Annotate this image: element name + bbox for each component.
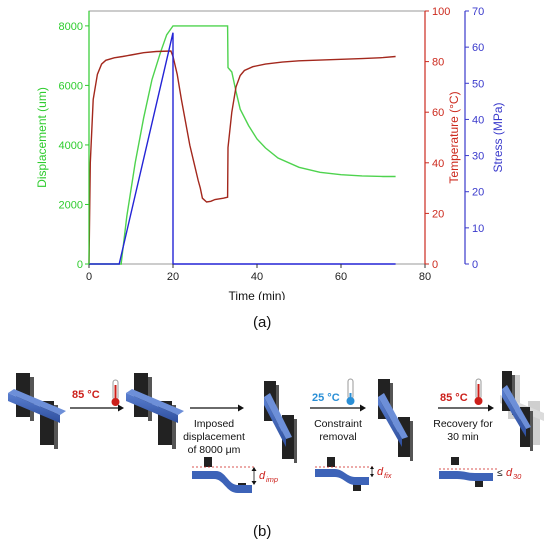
y-tick-label-temp: 40 (432, 158, 444, 170)
y-tick-label-stress: 70 (472, 6, 484, 18)
y-tick-label-stress: 20 (472, 187, 484, 199)
temp-label-3: 85 °C (440, 392, 468, 404)
y-tick-label-temp: 0 (432, 259, 438, 271)
constraint-caption-line-2: removal (319, 431, 356, 443)
dim-fix-base: d (377, 466, 384, 478)
x-tick-label: 80 (419, 271, 431, 283)
series-layer (88, 25, 396, 265)
thermometer-cold-icon (346, 378, 355, 405)
series-line-temp (88, 50, 396, 265)
y-tick-label-stress: 30 (472, 151, 484, 163)
process-diagram: 85 °C Imposed displacement of 8000 μm (8, 371, 544, 493)
specimen-recovered (500, 371, 544, 451)
dim-30-base: d (506, 467, 513, 479)
dim-imp-sub: imp (266, 475, 278, 484)
panel-label-a: (a) (253, 314, 272, 331)
y-tick-label-disp: 6000 (59, 80, 83, 92)
panel-label-b: (b) (253, 523, 272, 540)
side-view-fixed: d fix (315, 457, 392, 491)
y-axis-label-disp: Displacement (um) (35, 87, 49, 188)
displacement-caption-line-1: Imposed (194, 418, 234, 430)
y-tick-label-disp: 0 (77, 259, 83, 271)
y-tick-label-disp: 2000 (59, 199, 83, 211)
displacement-caption-line-2: displacement (183, 431, 245, 443)
thermometer-hot-icon-2 (474, 378, 483, 405)
specimen-heated (126, 373, 184, 449)
cooling-step: 25 °C Constraint removal (310, 378, 366, 443)
thermometer-hot-icon-1 (111, 379, 120, 406)
y-tick-label-stress: 0 (472, 259, 478, 271)
heating-step-1: 85 °C (70, 379, 124, 412)
series-line-disp (89, 25, 396, 265)
temp-label-2: 25 °C (312, 392, 340, 404)
y-tick-label-stress: 50 (472, 78, 484, 90)
recovery-caption-line-2: 30 min (447, 431, 479, 443)
y-tick-label-disp: 4000 (59, 140, 83, 152)
displacement-caption-line-3: of 8000 μm (188, 444, 241, 456)
x-tick-label: 0 (86, 271, 92, 283)
y-axis-label-stress: Stress (MPa) (491, 102, 505, 172)
y-tick-label-disp: 8000 (59, 21, 83, 33)
side-view-recovered: ≤ d 30 (439, 457, 522, 487)
dim-30-prefix: ≤ (497, 468, 503, 479)
dim-fix-sub: fix (384, 471, 392, 480)
recovery-caption-line-1: Recovery for (433, 418, 493, 430)
y-tick-label-temp: 100 (432, 6, 450, 18)
specimen-deformed (264, 381, 297, 463)
y-tick-label-temp: 20 (432, 208, 444, 220)
x-tick-label: 20 (167, 271, 179, 283)
y-axis-label-temp: Temperature (°C) (447, 91, 461, 183)
constraint-caption-line-1: Constraint (314, 418, 362, 430)
specimen-fixed (378, 379, 413, 461)
temp-label-1: 85 °C (72, 389, 100, 401)
dim-imp-base: d (259, 470, 266, 482)
series-line-stress (89, 32, 396, 265)
displacement-step: Imposed displacement of 8000 μm (183, 404, 245, 456)
x-axis-label: Time (min) (229, 289, 286, 300)
y-tick-label-temp: 60 (432, 107, 444, 119)
x-tick-label: 40 (251, 271, 263, 283)
y-tick-label-stress: 40 (472, 114, 484, 126)
y-tick-label-stress: 10 (472, 223, 484, 235)
dim-30-sub: 30 (513, 472, 522, 481)
y-tick-label-temp: 80 (432, 57, 444, 69)
y-tick-label-stress: 60 (472, 42, 484, 54)
recovery-step: 85 °C Recovery for 30 min (433, 378, 494, 443)
side-view-imposed: d imp (192, 457, 278, 493)
x-tick-label: 60 (335, 271, 347, 283)
specimen-initial (8, 373, 66, 449)
